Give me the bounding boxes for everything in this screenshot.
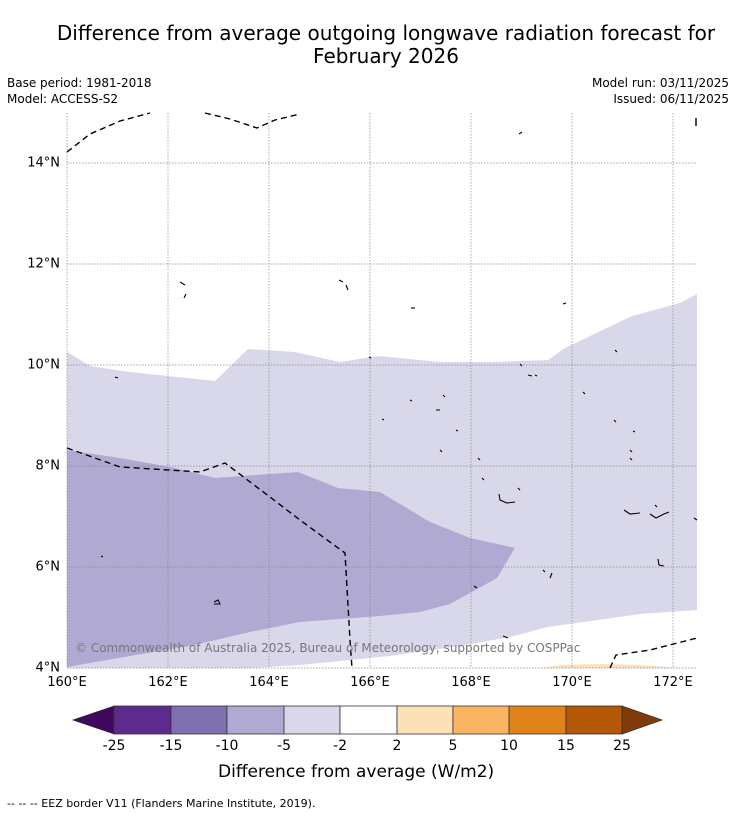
colorbar-segment <box>113 705 172 735</box>
colorbar-segment <box>396 705 454 735</box>
title-line-2: February 2026 <box>313 44 459 68</box>
island <box>623 509 670 519</box>
forecast-map <box>66 112 698 669</box>
island <box>518 131 523 135</box>
colorbar-title: Difference from average (W/m2) <box>218 762 495 782</box>
lon-label-168: 168°E <box>451 675 491 690</box>
anomaly-region-warm <box>540 664 680 668</box>
colorbar-tick: -10 <box>215 738 239 754</box>
colorbar-tick: -15 <box>159 738 183 754</box>
island <box>381 418 459 432</box>
islands <box>100 131 698 639</box>
island <box>498 487 521 504</box>
lat-label-6: 6°N <box>35 559 61 575</box>
eez-border-central <box>66 447 353 669</box>
lat-label-14: 14°N <box>27 155 60 171</box>
island <box>100 555 104 558</box>
colorbar-tick: 2 <box>392 738 402 754</box>
lon-label-170: 170°E <box>552 675 592 690</box>
gridlines <box>66 113 697 669</box>
meta-right: Model run: 03/11/2025 Issued: 06/11/2025 <box>592 75 729 107</box>
island <box>368 356 372 359</box>
colorbar-tick: 5 <box>448 738 458 754</box>
island <box>338 279 349 291</box>
issued-date: Issued: 06/11/2025 <box>613 92 729 106</box>
island <box>582 391 586 395</box>
island <box>614 349 618 353</box>
lat-label-8: 8°N <box>35 458 61 474</box>
eez-border-north <box>66 112 151 153</box>
model-run: Model run: 03/11/2025 <box>591 76 729 90</box>
colorbar-tick: 15 <box>557 738 575 754</box>
island <box>409 394 446 411</box>
colorbar-arrow-left <box>71 705 115 735</box>
colorbar-tick: 25 <box>613 738 631 754</box>
colorbar-segment <box>565 705 623 735</box>
island <box>629 449 633 461</box>
lon-label-166: 166°E <box>350 675 390 690</box>
lon-label-160: 160°E <box>47 675 87 690</box>
colorbar-tick: -5 <box>277 738 291 754</box>
lon-label-172: 172°E <box>653 675 693 690</box>
island <box>542 569 553 579</box>
colorbar-segment <box>508 705 567 735</box>
lon-label-164: 164°E <box>249 675 289 690</box>
lon-label-162: 162°E <box>148 675 188 690</box>
lat-label-4: 4°N <box>35 660 61 676</box>
copyright-notice: © Commonwealth of Australia 2025, Bureau… <box>75 641 581 655</box>
anomaly-region-medium <box>67 450 515 667</box>
island <box>213 599 221 605</box>
colorbar-segment <box>452 705 510 735</box>
model-name: Model: ACCESS-S2 <box>7 92 119 106</box>
island <box>562 302 567 305</box>
island <box>179 281 187 299</box>
island <box>613 419 636 433</box>
base-period: Base period: 1981-2018 <box>7 76 152 90</box>
lat-label-12: 12°N <box>27 256 60 272</box>
island <box>519 363 538 377</box>
colorbar-segment <box>170 705 228 735</box>
island <box>439 449 485 481</box>
eez-borders <box>66 112 698 669</box>
eez-border-north-2 <box>204 112 301 129</box>
colorbar-segment <box>226 705 285 735</box>
colorbar-segment <box>339 705 398 735</box>
meta-left: Base period: 1981-2018 Model: ACCESS-S2 <box>7 75 152 107</box>
colorbar-arrow-right <box>621 705 664 735</box>
map-title: Difference from average outgoing longwav… <box>30 22 736 68</box>
island <box>654 504 698 521</box>
colorbar-segment <box>283 705 341 735</box>
colorbar-tick: -25 <box>102 738 126 754</box>
island <box>657 558 665 567</box>
legend-footer: -- -- -- EEZ border V11 (Flanders Marine… <box>7 797 316 810</box>
title-line-1: Difference from average outgoing longwav… <box>56 21 716 45</box>
eez-border-southeast <box>609 637 698 669</box>
island <box>473 585 509 639</box>
colorbar-tick: -2 <box>333 738 347 754</box>
island <box>114 376 119 379</box>
lat-label-10: 10°N <box>27 357 60 373</box>
colorbar-tick: 10 <box>500 738 518 754</box>
